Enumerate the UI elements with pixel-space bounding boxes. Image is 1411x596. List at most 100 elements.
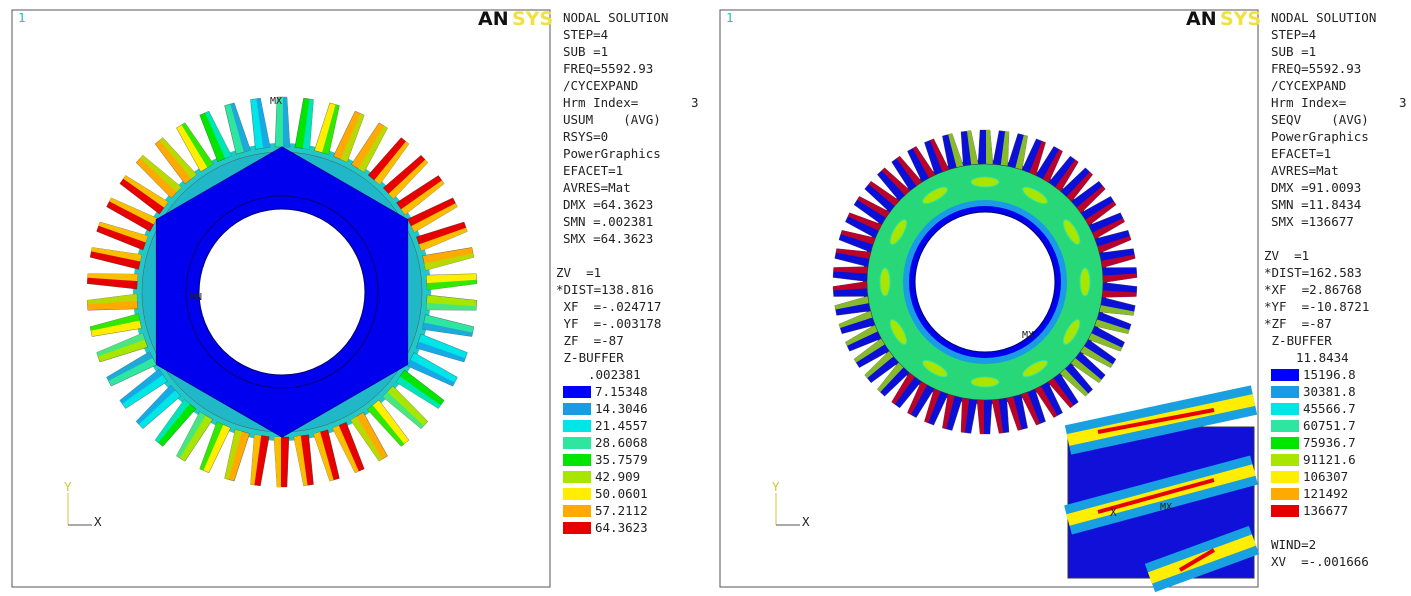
gear-tooth [96,221,149,251]
hrm-label: Hrm Index= [563,95,638,110]
gear-tooth [426,273,478,291]
hub-line [185,195,379,389]
tooth-shade [1015,135,1028,170]
legend-swatch [1271,386,1299,398]
tooth-shade [155,399,190,443]
tooth-shade [912,146,936,179]
gear-tooth [96,332,148,363]
mn-label: MN [190,292,202,303]
stress-spot [1022,359,1048,378]
info-line: NODAL SOLUTION [1271,10,1376,25]
legend-swatch [563,488,591,500]
tooth-shade [176,411,206,459]
stress-spot [879,267,891,297]
tooth-shade [966,130,979,165]
hrm-value: 3 [691,95,699,110]
info-line: EFACET=1 [563,163,623,178]
tooth-shade [929,138,949,172]
gear-tooth [274,96,291,148]
tooth-shade [857,196,890,218]
triad-label-x: X [94,514,102,529]
stress-spot [1079,267,1091,297]
tooth-shade [1070,357,1102,383]
tooth-shade [834,296,869,310]
legend-value: 30381.8 [1303,384,1356,399]
stress-spot [889,319,908,345]
gear-tooth [106,351,157,387]
tooth-shade [835,248,871,259]
tooth-shade [123,175,169,208]
legend-swatch [563,522,591,534]
tooth-shade [986,130,993,164]
tooth-shade [313,431,334,482]
tooth-shade [199,421,224,471]
info-line: SUB =1 [1271,44,1316,59]
window-number: 1 [18,10,26,25]
gear-tooth [333,110,365,163]
tooth-shade [230,102,251,153]
stress-spot [1062,319,1081,345]
gear-tooth [1007,133,1028,170]
gear-tooth [250,97,271,150]
tooth-shade [136,385,176,425]
tooth-shade [374,141,409,185]
view-line: *DIST=162.583 [1264,265,1362,280]
tooth-shade [960,398,970,433]
gear-tooth [425,294,478,311]
info-line: SMN =.002381 [563,214,653,229]
info-line: FREQ=5592.93 [563,61,653,76]
gear-tooth [422,247,475,271]
tooth-shade [1055,159,1079,192]
tooth-shade [109,197,157,225]
tooth-shade [411,203,458,233]
gear-tooth [176,411,213,462]
gear-tooth [89,247,142,270]
tooth-shade [1029,141,1046,176]
legend-value: 42.909 [595,469,640,484]
tooth-shade [283,97,290,147]
legend-value: 15196.8 [1303,367,1356,382]
bore [198,208,366,376]
legend-swatch [563,386,591,398]
tooth-shade [1076,185,1106,213]
info-line: STEP=4 [563,27,608,42]
view-line: *YF =-10.8721 [1264,299,1369,314]
info-line: SMX =64.3623 [563,231,653,246]
triad-label-x: X [802,514,810,529]
gear-tooth [960,130,979,166]
tooth-shade [382,391,424,429]
gear-tooth [224,102,251,155]
gear-tooth [135,384,182,429]
tooth-shade [87,293,138,305]
inset-x: X [1110,506,1117,519]
gear-tooth [294,97,314,150]
legend-value: 60751.7 [1303,418,1356,433]
gear-tooth [199,110,232,162]
tooth-shade [1000,131,1010,166]
info-line: SEQV (AVG) [1271,112,1369,127]
legend-swatch [563,471,591,483]
stress-spot [889,219,908,245]
tooth-shade [840,230,876,245]
gear-tooth [832,266,868,282]
tooth-shade [256,98,271,149]
hrm-value: 3 [1399,95,1407,110]
info-line: RSYS=0 [563,129,608,144]
tooth-shade [367,405,405,447]
info-line: SMN =11.8434 [1271,197,1361,212]
legend-value: 28.6068 [595,435,648,450]
legend-swatch [1271,420,1299,432]
legend-value: 91121.6 [1303,452,1356,467]
tooth-shade [1047,378,1074,408]
gear-tooth [293,434,314,487]
tooth-shade [1021,392,1041,426]
tooth-shade [1102,290,1137,298]
legend-value: 14.3046 [595,401,648,416]
stress-spot [922,359,948,378]
tooth-shade [924,388,941,423]
info-line: PowerGraphics [1271,129,1369,144]
info-line: FREQ=5592.93 [1271,61,1361,76]
gear-tooth [86,293,138,311]
tooth-shade [418,227,468,251]
gear-tooth [942,394,963,431]
